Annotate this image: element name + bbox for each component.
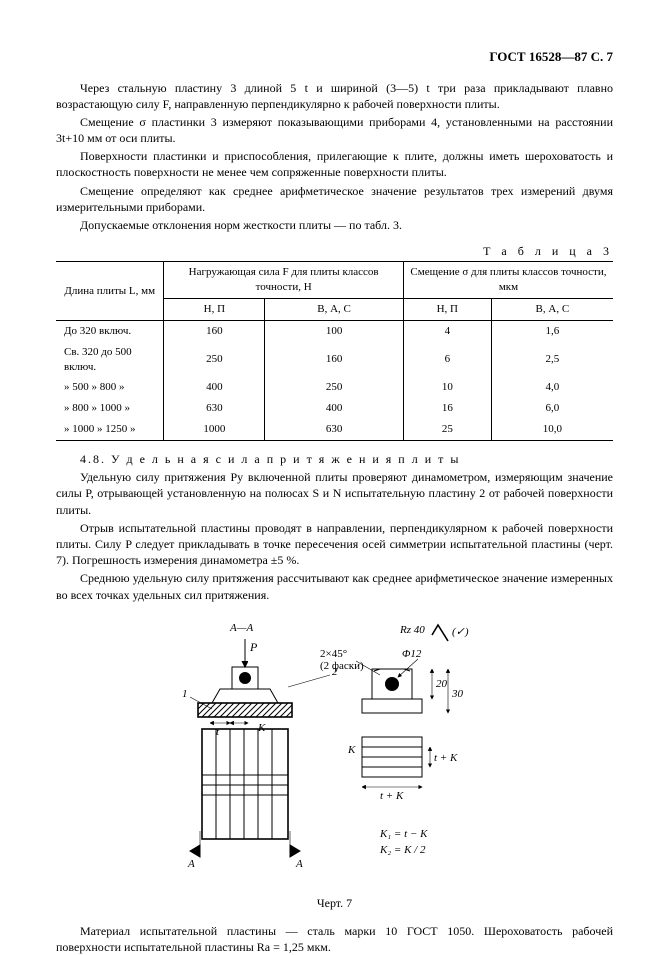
cell-s-bac: 4,0: [491, 377, 613, 398]
section-48-p1: Удельную силу притяжения Pу включенной п…: [56, 469, 613, 518]
label-K2a: K: [347, 744, 356, 756]
doc-header: ГОСТ 16528—87 С. 7: [56, 48, 613, 66]
label-20: 20: [436, 678, 448, 690]
label-30: 30: [451, 688, 464, 700]
cell-f-np: 250: [164, 342, 265, 378]
table-row: До 320 включ. 160 100 4 1,6: [56, 320, 613, 341]
cell-f-bac: 400: [265, 398, 404, 419]
cell-s-bac: 6,0: [491, 398, 613, 419]
cell-f-bac: 250: [265, 377, 404, 398]
label-d12: Φ12: [402, 648, 422, 660]
cell-s-bac: 2,5: [491, 342, 613, 378]
th-f-np: Н, П: [164, 299, 265, 321]
footer-para: Материал испытательной пластины — сталь …: [56, 923, 613, 955]
section-48-p2: Отрыв испытательной пластины проводят в …: [56, 520, 613, 569]
para-5: Допускаемые отклонения норм жесткости пл…: [56, 217, 613, 233]
table-row: » 1000 » 1250 » 1000 630 25 10,0: [56, 419, 613, 440]
label-aa: A—A: [229, 622, 254, 634]
figure-7: A—A Rz 40 (✓) P t K: [170, 617, 500, 887]
cell-l: » 500 » 800 »: [56, 377, 164, 398]
label-t: t: [216, 726, 220, 738]
cell-f-np: 630: [164, 398, 265, 419]
para-3: Поверхности пластинки и приспособления, …: [56, 148, 613, 180]
cell-f-bac: 630: [265, 419, 404, 440]
label-1: 1: [182, 688, 188, 700]
label-rz: Rz 40: [399, 624, 425, 636]
th-force-group: Нагружающая сила F для плиты классов точ…: [164, 262, 404, 299]
section-48-head: 4.8. У д е л ь н а я с и л а п р и т я ж…: [56, 451, 613, 467]
figure-7-caption: Черт. 7: [56, 895, 613, 911]
page: ГОСТ 16528—87 С. 7 Через стальную пласти…: [0, 0, 661, 936]
cell-l: » 800 » 1000 »: [56, 398, 164, 419]
th-s-np: Н, П: [403, 299, 491, 321]
label-k2: K₂ = K / 2: [379, 844, 426, 856]
label-p: P: [249, 640, 258, 654]
cell-l: » 1000 » 1250 »: [56, 419, 164, 440]
table3-label: Т а б л и ц а 3: [56, 243, 613, 259]
cell-l: Св. 320 до 500 включ.: [56, 342, 164, 378]
cell-s-bac: 1,6: [491, 320, 613, 341]
cell-f-bac: 100: [265, 320, 404, 341]
th-f-bac: В, А, С: [265, 299, 404, 321]
label-chamfer: 2×45°: [320, 648, 347, 660]
label-tK: t + K: [434, 752, 458, 764]
table-row: » 500 » 800 » 400 250 10 4,0: [56, 377, 613, 398]
section-48-p3: Среднюю удельную силу притяжения рассчит…: [56, 570, 613, 602]
cell-s-np: 6: [403, 342, 491, 378]
cell-s-np: 25: [403, 419, 491, 440]
cell-f-np: 1000: [164, 419, 265, 440]
cell-s-np: 10: [403, 377, 491, 398]
th-disp-group: Смещение σ для плиты классов точности, м…: [403, 262, 613, 299]
label-A-right: A: [295, 858, 303, 870]
th-length: Длина плиты L, мм: [56, 262, 164, 321]
cell-s-np: 4: [403, 320, 491, 341]
cell-f-np: 400: [164, 377, 265, 398]
cell-f-bac: 160: [265, 342, 404, 378]
th-s-bac: В, А, С: [491, 299, 613, 321]
para-2: Смещение σ пластинки 3 измеряют показыва…: [56, 114, 613, 146]
table-row: » 800 » 1000 » 630 400 16 6,0: [56, 398, 613, 419]
cell-s-np: 16: [403, 398, 491, 419]
label-chk: (✓): [452, 626, 469, 638]
label-tK2: t + K: [380, 790, 404, 802]
cell-f-np: 160: [164, 320, 265, 341]
para-1: Через стальную пластину 3 длиной 5 t и ш…: [56, 80, 613, 112]
table-row: Св. 320 до 500 включ. 250 160 6 2,5: [56, 342, 613, 378]
cell-s-bac: 10,0: [491, 419, 613, 440]
para-4: Смещение определяют как среднее арифмети…: [56, 183, 613, 215]
label-A-left: A: [187, 858, 195, 870]
table-3: Длина плиты L, мм Нагружающая сила F для…: [56, 261, 613, 441]
cell-l: До 320 включ.: [56, 320, 164, 341]
label-k1: K₁ = t − K: [379, 828, 428, 840]
